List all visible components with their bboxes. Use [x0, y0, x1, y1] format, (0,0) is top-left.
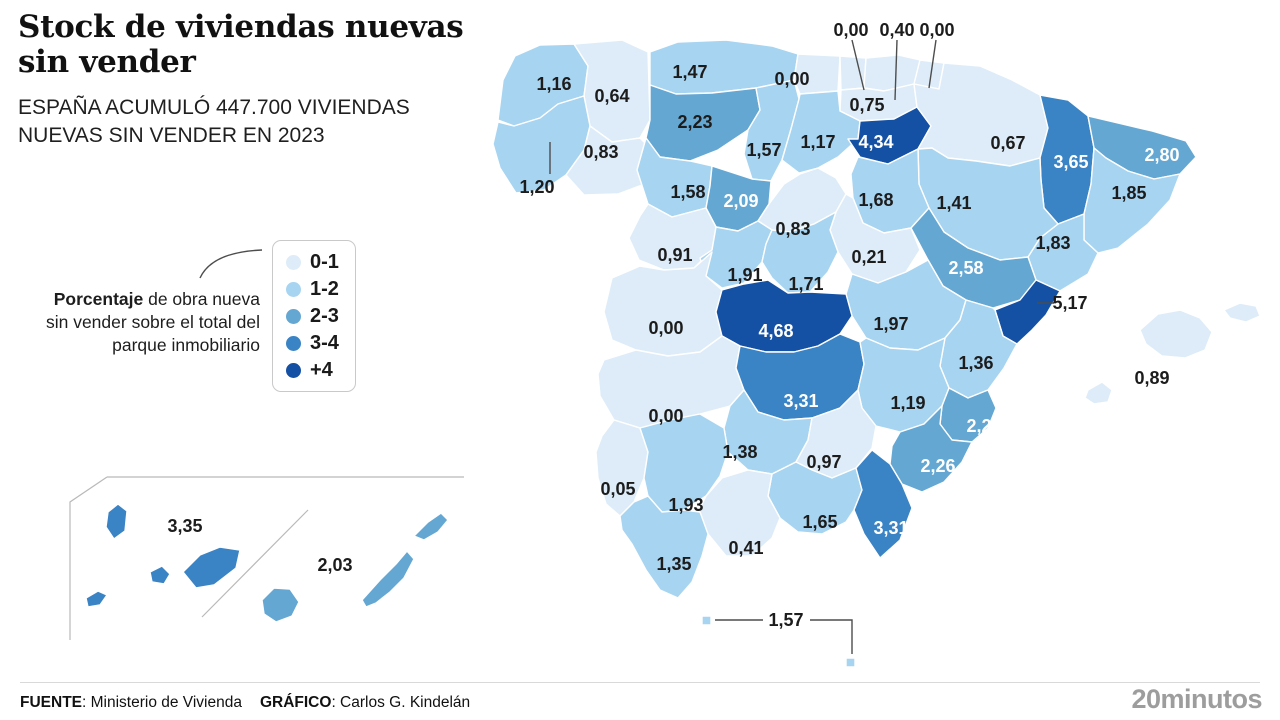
region-shape-49 — [149, 565, 171, 585]
province-shapes — [85, 39, 1261, 668]
legend-label-4plus: +4 — [310, 359, 333, 381]
region-shape-48 — [701, 615, 712, 626]
legend-swatch-2-3 — [286, 308, 301, 324]
callout-line-basque-2 — [894, 39, 898, 101]
callout-line-basque-3 — [928, 39, 937, 89]
footer-divider — [20, 682, 1260, 683]
region-shape-34 — [1139, 309, 1213, 359]
brand-logo: 20minutos — [1131, 684, 1262, 714]
region-shape-49 — [85, 590, 108, 608]
legend-label-1-2: 1-2 — [310, 278, 339, 300]
subtitle-line-2: NUEVAS SIN VENDER EN 2023 — [18, 123, 325, 147]
title-line-1: Stock de viviendas nuevas — [18, 9, 464, 45]
legend-item-2-3: 2-3 — [286, 306, 339, 326]
credit-label: GRÁFICO — [259, 694, 332, 711]
region-shape-26 — [699, 220, 773, 289]
legend-swatch-4plus — [286, 362, 301, 378]
legend-item-1-2: 1-2 — [286, 279, 339, 299]
region-shape-34 — [1223, 302, 1261, 323]
canary-inset-frame — [69, 476, 464, 640]
region-shape-45 — [853, 449, 913, 559]
inset-frame-divider — [201, 509, 309, 618]
source-label: FUENTE — [20, 694, 82, 711]
legend-note: Porcentaje de obra nueva sin vender sobr… — [28, 288, 260, 357]
region-shape-50 — [413, 512, 449, 541]
page-title: Stock de viviendas nuevas sin vender — [18, 9, 464, 81]
legend-swatch-1-2 — [286, 281, 301, 297]
footer-credits: FUENTE: Ministerio de Vivienda GRÁFICO: C… — [20, 694, 470, 712]
callout-lines — [199, 39, 1054, 654]
region-shape-50 — [261, 587, 300, 623]
legend-label-2-3: 2-3 — [310, 305, 339, 327]
legend: 0-1 1-2 2-3 3-4 +4 — [272, 240, 356, 392]
callout-line-melilla — [810, 619, 853, 654]
region-shape-27 — [761, 211, 839, 294]
subtitle-line-1: ESPAÑA ACUMULÓ 447.700 VIVIENDAS — [18, 96, 410, 120]
region-shape-10 — [645, 84, 761, 162]
legend-swatch-3-4 — [286, 335, 301, 351]
region-shape-47 — [619, 495, 709, 599]
title-line-2: sin vender — [18, 44, 196, 81]
region-shape-12 — [781, 90, 861, 174]
legend-swatch-0-1 — [286, 254, 301, 270]
header: Stock de viviendas nuevas sin vender ESP… — [18, 9, 464, 149]
legend-item-3-4: 3-4 — [286, 333, 339, 353]
region-shape-48 — [845, 657, 856, 668]
region-shape-3 — [565, 125, 655, 196]
region-shape-5 — [793, 53, 841, 95]
inset-frame-left — [69, 476, 108, 640]
legend-item-4plus: +4 — [286, 360, 339, 380]
region-shape-50 — [361, 550, 415, 608]
callout-line-basque-1 — [851, 39, 865, 91]
legend-item-0-1: 0-1 — [286, 252, 339, 272]
legend-note-bold: Porcentaje — [53, 289, 144, 309]
source-text: : Ministerio de Vivienda — [82, 694, 242, 711]
region-shape-49 — [105, 503, 128, 540]
legend-label-0-1: 0-1 — [310, 251, 339, 273]
region-shape-44 — [767, 461, 863, 535]
legend-note-rest: de obra nueva sin vender sobre el total … — [45, 289, 260, 356]
page-subtitle: ESPAÑA ACUMULÓ 447.700 VIVIENDAS NUEVAS … — [18, 94, 463, 149]
region-shape-34 — [1084, 381, 1113, 405]
credit-text: : Carlos G. Kindelán — [331, 694, 471, 711]
note-pointer-curve — [199, 249, 263, 279]
legend-label-3-4: 3-4 — [310, 332, 339, 354]
region-shape-49 — [182, 546, 241, 589]
